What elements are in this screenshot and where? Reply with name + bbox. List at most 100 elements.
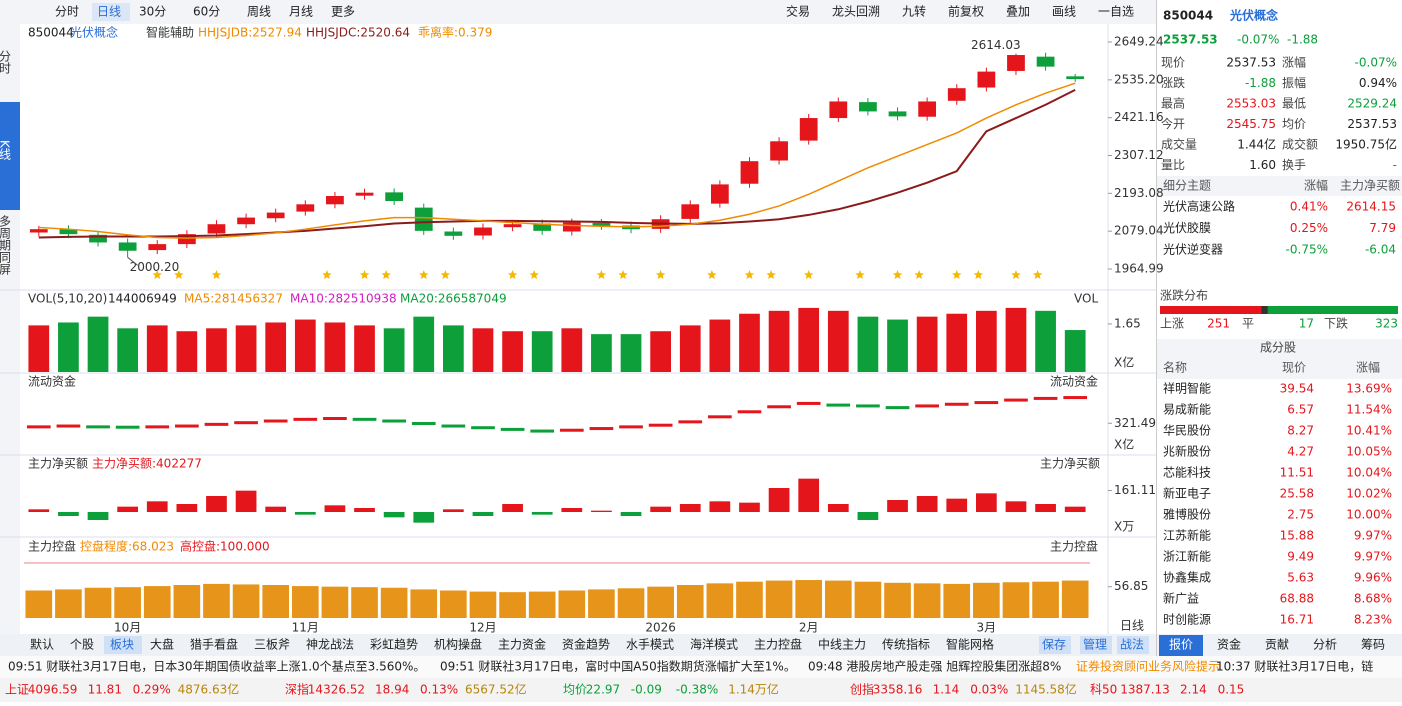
toolbar-item[interactable]: 日线 [97,5,121,19]
net-bar [650,506,672,512]
indicator-tab[interactable]: 主力资金 [498,637,546,652]
panel-tab[interactable]: 资金 [1217,637,1241,652]
index-field: 深指 [285,682,309,697]
toolbar-item[interactable]: 交易 [786,4,810,19]
signal-star [855,270,865,280]
indicator-tab[interactable]: 主力控盘 [754,637,802,652]
sidebar-tab[interactable]: 分时 [0,50,12,74]
toolbar-item[interactable]: 画线 [1052,5,1076,19]
stock-name[interactable]: 时创能源 [1163,613,1211,627]
toolbar-item[interactable]: 前复权 [948,4,984,19]
panel-tab[interactable]: 报价 [1169,637,1193,652]
indicator-tab[interactable]: 默认 [30,637,54,652]
stock-name[interactable]: 祥明智能 [1163,381,1211,396]
flow-step [826,403,851,407]
stock-name[interactable]: 芯能科技 [1163,466,1211,480]
volume-bar [206,328,227,372]
indicator-tab[interactable]: 彩虹趋势 [370,638,418,652]
indicator-tab[interactable]: 神龙战法 [306,638,354,652]
toolbar-item[interactable]: 一自选 [1098,5,1134,19]
flow-step [382,419,406,423]
indicator-tab[interactable]: 中线主力 [818,637,866,652]
dist-bar [1261,306,1268,314]
flow-step [1004,398,1028,402]
quote-label: 成交量 [1161,137,1197,152]
signal-star [618,270,628,280]
stock-name[interactable]: 雅博股份 [1163,507,1211,522]
toolbar-item[interactable]: 30分 [139,5,166,19]
indicator-tab[interactable]: 海洋模式 [690,637,738,652]
news-item[interactable]: 10:37 财联社3月17日电，链 [1216,659,1373,674]
net-bar [146,501,168,512]
candle-body [385,192,404,201]
stock-name[interactable]: 新广益 [1163,591,1199,606]
indicator-tab[interactable]: 机构操盘 [434,637,482,652]
stock-name[interactable]: 易成新能 [1163,402,1211,417]
theme-name[interactable]: 光伏高速公路 [1163,199,1235,214]
theme-name[interactable]: 光伏胶膜 [1163,220,1211,235]
panel-title: VOL(5,10,20) [28,292,107,306]
control-bar [291,586,319,618]
toolbar-item[interactable]: 叠加 [1006,5,1030,19]
x-tick-label: 10月 [114,621,141,635]
y-tick-label: 321.49 [1114,416,1156,430]
news-item[interactable]: 09:48 港股房地产股走强 旭辉控股集团涨超8% [808,659,1061,674]
theme-name[interactable]: 光伏逆变器 [1163,242,1223,257]
volume-bar [58,322,79,372]
panel-value: 主力净买额:402277 [92,457,202,471]
candle-body [888,111,907,117]
indicator-tab[interactable]: 板块 [110,638,134,652]
panel-tab[interactable]: 分析 [1313,638,1337,652]
stock-name[interactable]: 兆新股份 [1163,444,1211,459]
indicator-tab[interactable]: 个股 [70,638,94,652]
volume-bar [383,328,405,372]
stock-name[interactable]: 浙江新能 [1163,549,1211,564]
news-item[interactable]: 证券投资顾问业务风险提示 [1076,659,1220,674]
candle-body [177,234,196,245]
indicator-tab[interactable]: 猎手看盘 [190,637,238,652]
indicator-tab[interactable]: 大盘 [150,637,174,652]
control-bar [469,591,497,618]
action-button[interactable]: 管理 [1083,637,1107,652]
y-tick-label: 2421.16 [1114,110,1164,124]
net-bar [946,498,968,512]
sidebar-tab[interactable]: 多周期同屏 [0,215,12,276]
panel-tab[interactable]: 贡献 [1265,637,1289,652]
net-bar [679,504,701,512]
indicator-tab[interactable]: 三板斧 [254,638,290,652]
toolbar-item[interactable]: 60分 [193,5,220,19]
toolbar-item[interactable]: 龙头回溯 [832,4,880,19]
toolbar-item[interactable]: 分时 [55,5,79,19]
indicator-tab[interactable]: 传统指标 [882,637,930,652]
quote-value: 2545.75 [1226,117,1276,131]
toolbar-item[interactable]: 月线 [289,5,313,19]
flow-step [856,404,880,408]
toolbar-item[interactable]: 周线 [247,5,271,19]
flow-step [915,404,939,408]
news-item[interactable]: 09:51 财联社3月17日电，日本30年期国债收益率上涨1.0个基点至3.56… [8,659,425,674]
action-button[interactable]: 战法 [1120,638,1144,652]
toolbar-item[interactable]: 更多 [331,5,355,19]
stock-name[interactable]: 华民股份 [1163,424,1211,438]
indicator-tab[interactable]: 智能网格 [946,637,994,652]
news-item[interactable]: 09:51 财联社3月17日电，富时中国A50指数期货涨幅扩大至1%。 [440,659,796,674]
quote-label: 成交额 [1282,137,1318,152]
action-button[interactable]: 保存 [1042,638,1066,652]
candle-body [947,88,966,101]
net-bar [324,505,346,512]
stock-name[interactable]: 协鑫集成 [1163,570,1211,585]
indicator-tab[interactable]: 资金趋势 [562,637,610,652]
index-field: 科50 [1090,683,1117,697]
stock-name[interactable]: 新亚电子 [1163,486,1211,501]
indicator-tab[interactable]: 水手模式 [626,638,674,652]
sidebar-tab[interactable]: K线 [0,140,12,160]
panel-tab[interactable]: 筹码 [1361,638,1385,652]
toolbar-item[interactable]: 九转 [902,4,926,19]
candle-body [710,184,729,204]
candle-body [326,196,344,205]
index-field: 3358.16 [873,683,923,697]
stock-name[interactable]: 江苏新能 [1163,528,1211,543]
net-bar [472,512,494,516]
stock-price: 9.49 [1287,550,1314,564]
net-bar [768,488,790,512]
